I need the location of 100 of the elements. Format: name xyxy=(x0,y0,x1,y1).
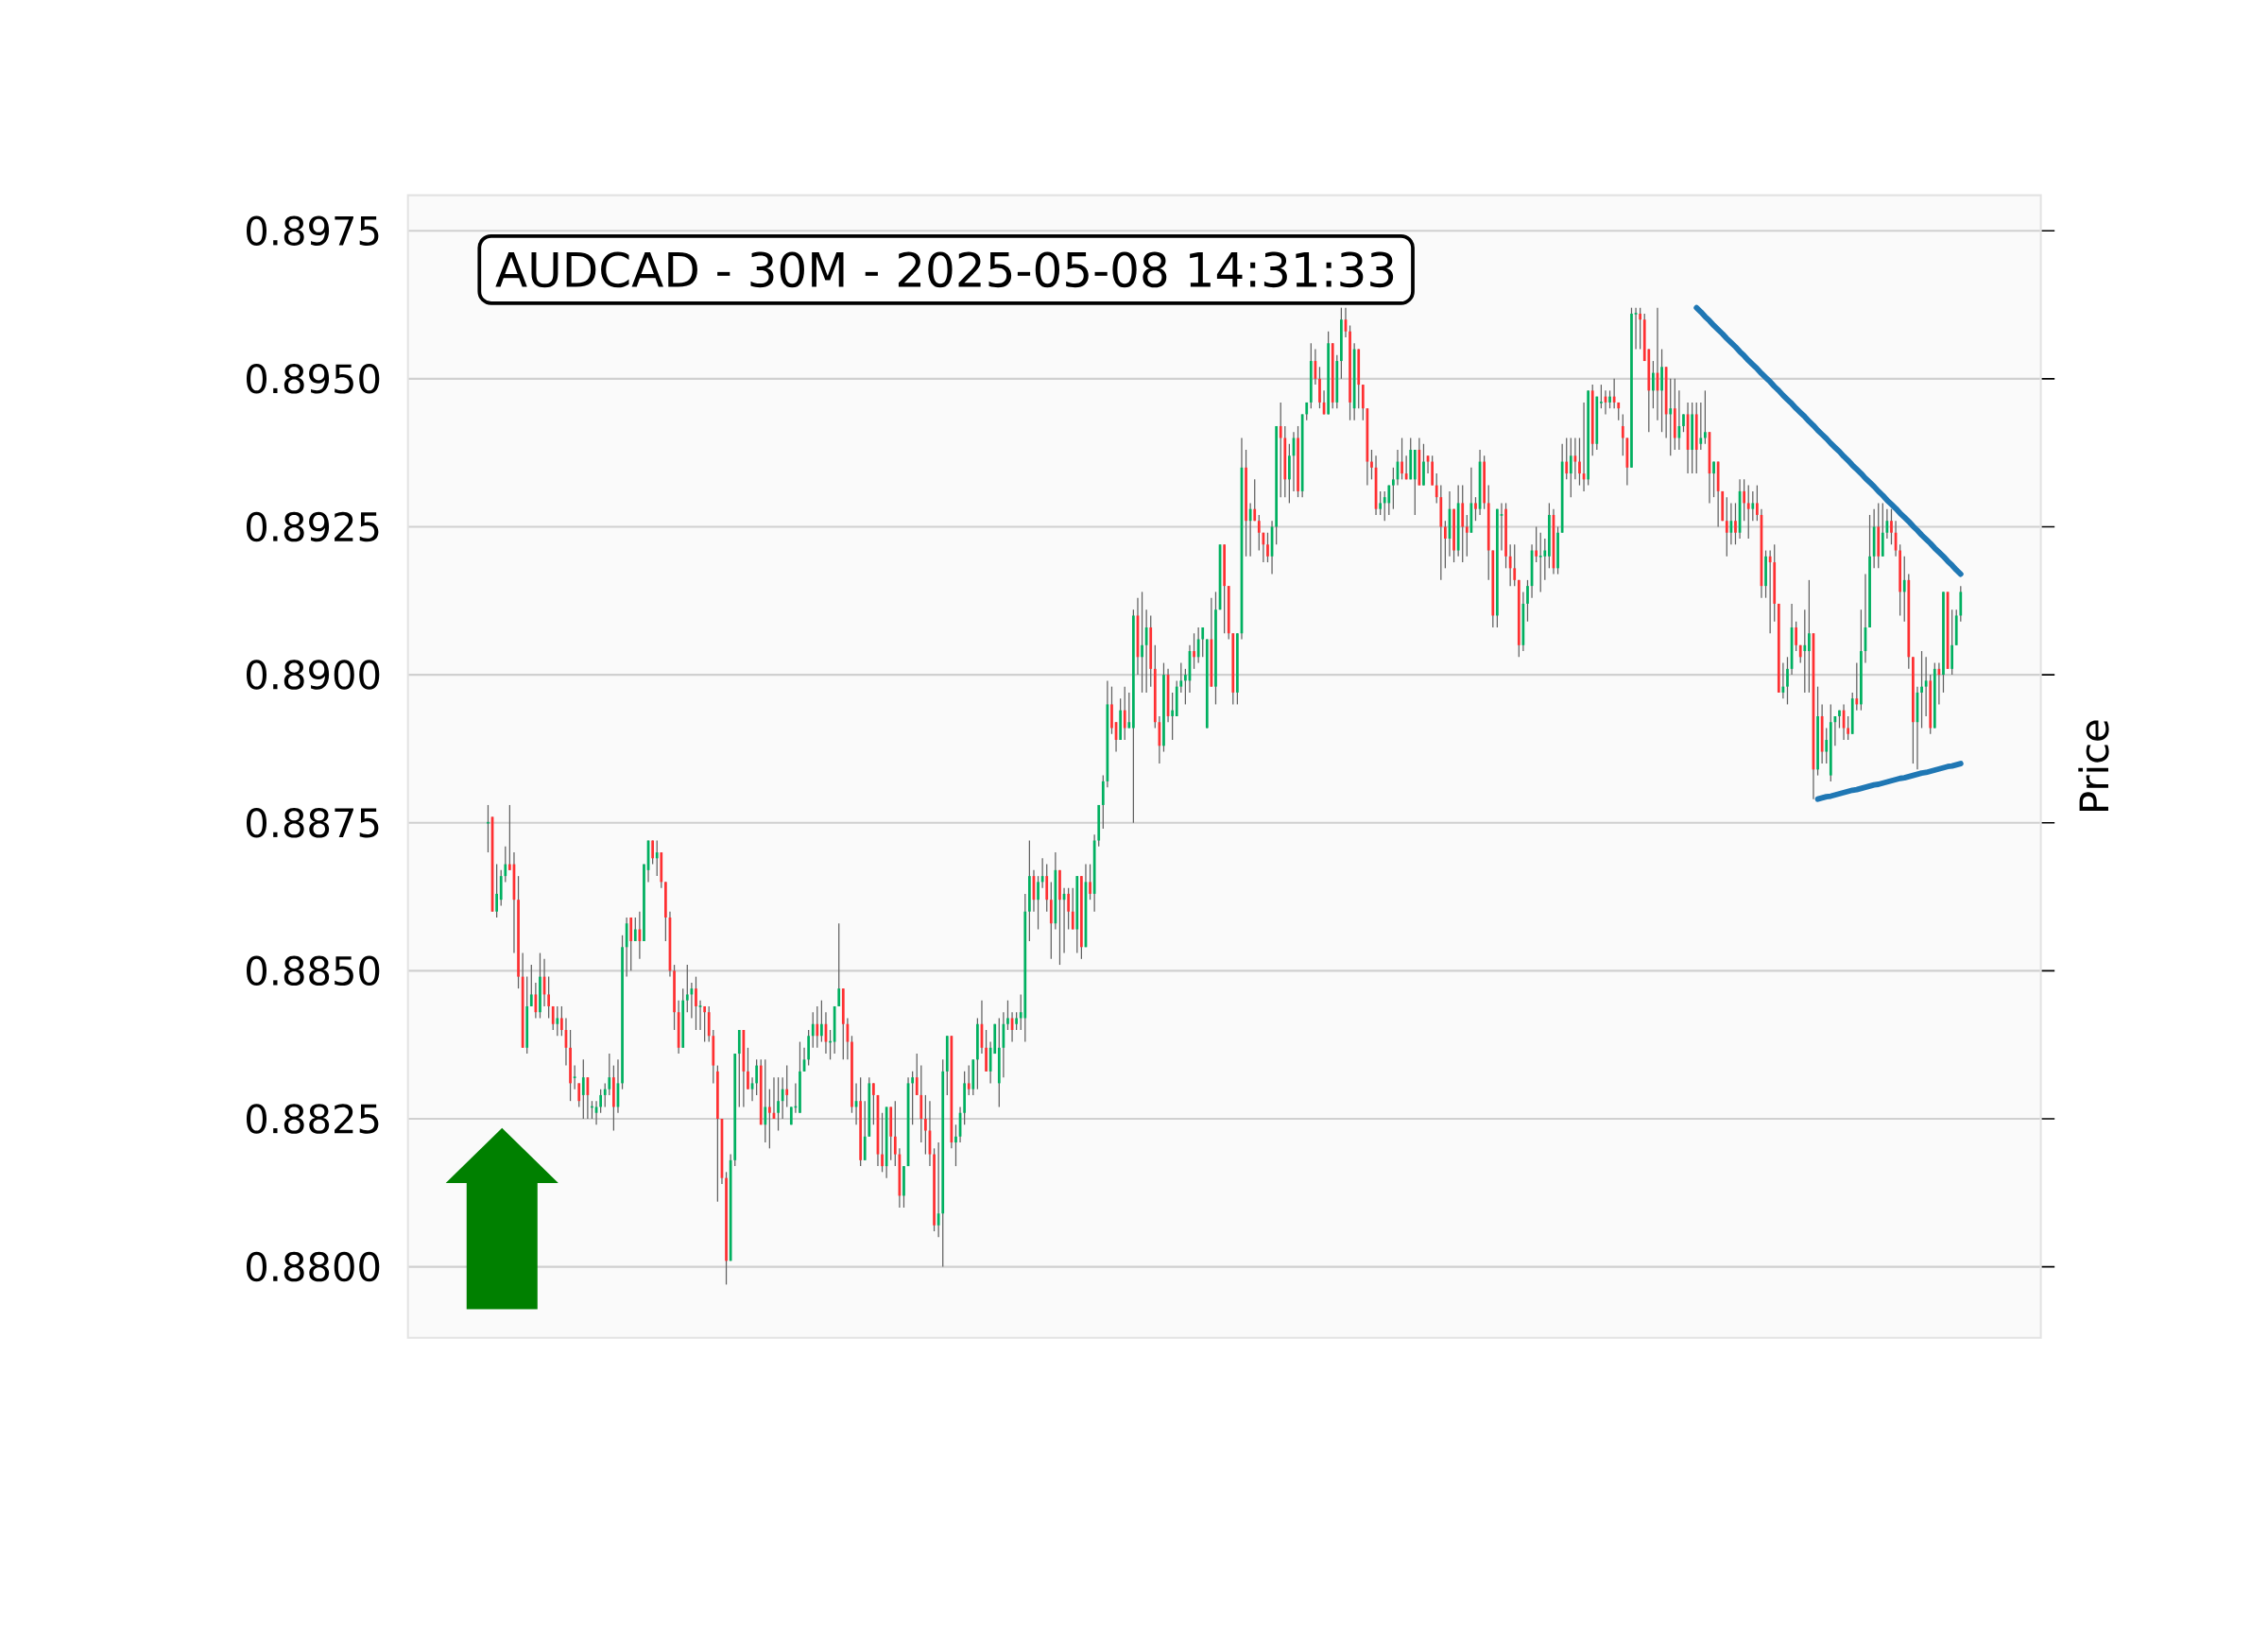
candlestick xyxy=(747,1047,749,1090)
candlestick xyxy=(581,1058,585,1120)
candlestick xyxy=(902,1165,905,1209)
candlestick xyxy=(811,1011,815,1049)
candlestick xyxy=(881,1112,884,1174)
candlestick xyxy=(655,839,659,877)
candlestick xyxy=(1704,389,1707,445)
candlestick xyxy=(1444,520,1447,569)
candlestick xyxy=(1682,413,1685,433)
candlestick xyxy=(1037,875,1040,931)
candlestick xyxy=(1608,389,1611,409)
candlestick xyxy=(486,804,490,853)
candlestick xyxy=(1370,449,1373,480)
candlestick xyxy=(1535,525,1538,563)
candlestick xyxy=(1786,656,1789,706)
candlestick xyxy=(1141,591,1143,694)
candlestick xyxy=(651,839,655,866)
candlestick xyxy=(643,863,645,942)
candlestick xyxy=(1712,460,1715,498)
candlestick xyxy=(1236,632,1239,706)
candlestick xyxy=(556,1005,559,1037)
y-tick-label: 0.8975 xyxy=(246,215,379,246)
candlestick xyxy=(1508,543,1512,587)
candlestick xyxy=(1404,455,1408,480)
candlestick xyxy=(1699,402,1703,451)
candlestick xyxy=(577,1082,581,1108)
candlestick xyxy=(1513,543,1517,587)
candlestick xyxy=(936,1141,940,1238)
candlestick xyxy=(1912,656,1915,764)
candlestick xyxy=(837,922,841,1007)
candlestick xyxy=(985,1029,988,1072)
candlestick xyxy=(621,935,624,1090)
candlestick xyxy=(1071,887,1074,931)
candlestick xyxy=(1201,626,1205,658)
candlestick xyxy=(1942,591,1945,694)
candlestick xyxy=(1040,857,1044,889)
candlestick xyxy=(1162,661,1165,753)
candlestick xyxy=(703,1005,707,1043)
candlestick xyxy=(850,1035,853,1114)
candlestick xyxy=(1660,348,1663,433)
candlestick xyxy=(1504,502,1507,569)
candlestick xyxy=(1435,472,1438,505)
candlestick xyxy=(1379,490,1383,516)
candlestick xyxy=(1756,485,1759,522)
candlestick xyxy=(1110,686,1113,735)
candlestick xyxy=(1847,715,1850,741)
candlestick xyxy=(1652,360,1655,409)
candlestick xyxy=(1015,1011,1019,1031)
candlestick xyxy=(1058,869,1061,966)
candlestick xyxy=(1089,863,1091,901)
candlestick xyxy=(1543,538,1547,581)
candlestick xyxy=(1630,307,1633,469)
candlestick xyxy=(1816,686,1819,777)
candlestick xyxy=(1808,579,1811,694)
candlestick xyxy=(504,846,507,884)
candlestick xyxy=(529,964,533,1007)
candlestick xyxy=(1725,496,1728,558)
candlestick xyxy=(933,1147,936,1232)
candlestick xyxy=(1920,650,1923,729)
candlestick xyxy=(1006,1000,1009,1031)
candlestick xyxy=(1452,508,1455,563)
candlestick xyxy=(495,863,498,918)
candlestick xyxy=(551,1005,555,1031)
candlestick xyxy=(1548,502,1551,569)
candlestick xyxy=(1257,514,1261,552)
candlestick xyxy=(1621,413,1624,456)
candlestick xyxy=(1803,609,1807,694)
candlestick xyxy=(764,1058,767,1143)
candlestick xyxy=(539,952,541,1020)
candlestick xyxy=(1569,437,1572,498)
candlestick xyxy=(781,1076,784,1120)
candlestick xyxy=(893,1100,897,1167)
candlestick xyxy=(954,1124,957,1167)
candlestick xyxy=(768,1089,771,1149)
candlestick xyxy=(695,976,697,1031)
y-tick-label: 0.8825 xyxy=(246,1104,379,1134)
y-tick-label: 0.8925 xyxy=(246,511,379,542)
y-tick-label: 0.8800 xyxy=(246,1251,380,1282)
candlestick xyxy=(1743,478,1746,522)
candlestick xyxy=(1067,887,1071,931)
candlestick xyxy=(777,1076,780,1132)
candlestick xyxy=(1768,549,1772,634)
candlestick xyxy=(1538,532,1543,593)
candlestick xyxy=(1422,443,1425,487)
candlestick xyxy=(1639,307,1642,351)
candlestick xyxy=(599,1089,603,1114)
candlestick xyxy=(820,1000,823,1043)
candlestick xyxy=(1196,626,1200,664)
candlestick xyxy=(915,1053,919,1096)
candlestick xyxy=(1751,490,1755,522)
candlestick xyxy=(967,1064,971,1096)
candlestick xyxy=(1400,437,1403,480)
candlestick xyxy=(603,1082,607,1108)
candlestick xyxy=(1179,661,1183,694)
text: AUDCAD - 30M - 2025-05-08 14:31:33 xyxy=(495,251,1394,288)
candlestick xyxy=(1474,496,1477,522)
candlestick xyxy=(1669,378,1673,456)
candlestick xyxy=(785,1064,789,1108)
candlestick xyxy=(799,1040,801,1114)
y-tick-label: 0.8850 xyxy=(246,955,380,987)
